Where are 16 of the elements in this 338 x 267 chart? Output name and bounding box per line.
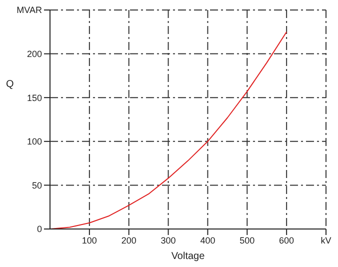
- x-tick-label: kV: [320, 235, 332, 246]
- y-tick-label: 100: [26, 136, 42, 147]
- y-tick-label: 150: [26, 92, 42, 103]
- y-axis-title: Q: [6, 79, 14, 90]
- x-tick-label: 600: [279, 235, 294, 246]
- x-tick-label: 500: [240, 235, 255, 246]
- x-tick-label: 100: [82, 235, 97, 246]
- line-series: [50, 31, 288, 229]
- x-tick-label: 200: [121, 235, 136, 246]
- y-tick-label: 0: [36, 224, 42, 234]
- x-tick-label: 400: [200, 235, 216, 246]
- y-tick-label: 200: [26, 48, 42, 59]
- y-tick-label: 50: [32, 180, 42, 190]
- y-tick-label: MVAR: [16, 5, 42, 16]
- x-tick-label: 300: [160, 235, 176, 246]
- x-axis-title: Voltage: [171, 251, 206, 262]
